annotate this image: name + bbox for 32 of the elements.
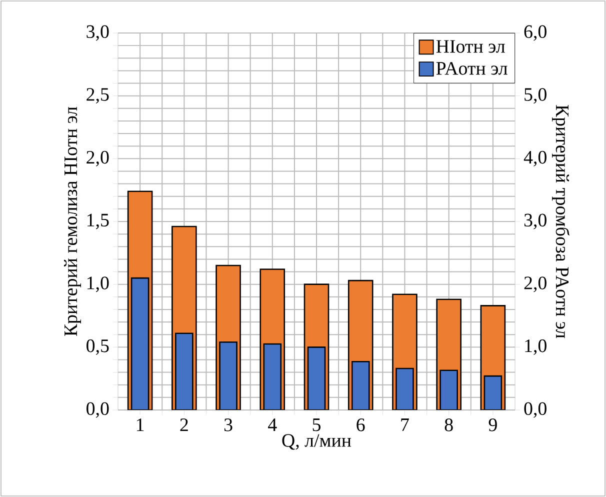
legend-label: HIотн эл bbox=[436, 40, 505, 53]
x-tick-label: 9 bbox=[488, 418, 497, 432]
bar bbox=[132, 278, 149, 410]
x-tick-label: 6 bbox=[356, 418, 365, 432]
y2-tick-label: 3,0 bbox=[524, 214, 546, 230]
x-tick-label: 8 bbox=[444, 418, 453, 432]
y-axis-title: Критерий гемолиза HIотн эл bbox=[64, 106, 81, 336]
y2-tick-label: 2,0 bbox=[524, 276, 546, 292]
y-tick-label: 1,0 bbox=[87, 276, 109, 292]
x-tick-label: 3 bbox=[224, 418, 232, 432]
x-axis-title: Q, л/мин bbox=[282, 434, 352, 450]
y2-axis-title: Критерий тромбоза PAотн эл bbox=[552, 104, 570, 338]
x-tick-label: 5 bbox=[312, 418, 320, 432]
y2-tick-label: 5,0 bbox=[524, 88, 546, 104]
y2-tick-label: 0,0 bbox=[524, 402, 546, 418]
y-tick-label: 2,0 bbox=[86, 150, 109, 166]
bar bbox=[264, 344, 281, 410]
y-tick-label: 0,5 bbox=[86, 339, 109, 355]
x-tick-label: 7 bbox=[401, 418, 409, 431]
y-tick-label: 2,5 bbox=[86, 88, 109, 104]
x-tick-label: 1 bbox=[136, 418, 144, 432]
bar bbox=[308, 347, 326, 410]
legend-label: PAотн эл bbox=[436, 62, 508, 75]
y-tick-label: 1,5 bbox=[87, 214, 109, 230]
y-tick-label: 3,0 bbox=[86, 25, 109, 41]
y-tick-label: 0,0 bbox=[86, 402, 109, 418]
bar bbox=[176, 333, 193, 410]
y2-tick-label: 6,0 bbox=[524, 25, 546, 41]
x-tick-label: 2 bbox=[180, 418, 188, 432]
y2-tick-label: 1,0 bbox=[525, 339, 546, 355]
y2-tick-label: 4,0 bbox=[524, 150, 546, 166]
x-tick-label: 4 bbox=[268, 418, 277, 431]
